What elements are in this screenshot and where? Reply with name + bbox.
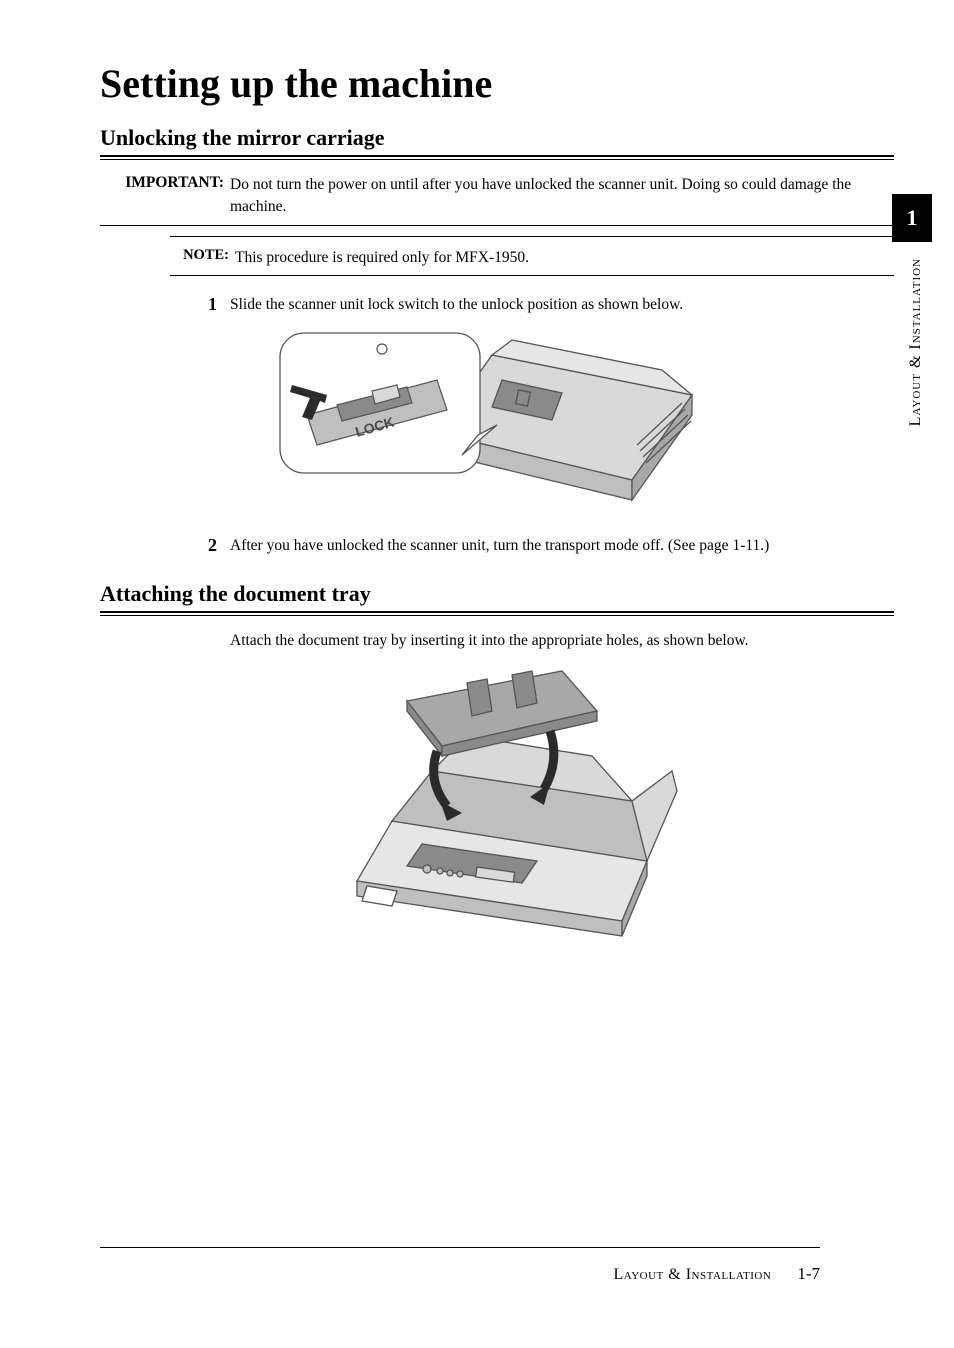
- illustration-scanner-unlock: LOCK: [100, 325, 894, 515]
- side-section-label: Layout & Installation: [907, 258, 925, 426]
- step-1-number: 1: [100, 294, 230, 316]
- section-heading-attaching: Attaching the document tray: [100, 581, 894, 607]
- important-row: IMPORTANT: Do not turn the power on unti…: [100, 174, 894, 219]
- note-text: This procedure is required only for MFX-…: [235, 247, 894, 269]
- page-root: 1 Layout & Installation Setting up the m…: [0, 0, 954, 1348]
- note-label: NOTE:: [170, 247, 235, 264]
- divider-rule: [100, 225, 894, 226]
- step-1-row: 1 Slide the scanner unit lock switch to …: [100, 294, 894, 316]
- page-title: Setting up the machine: [100, 60, 894, 107]
- step-1-text: Slide the scanner unit lock switch to th…: [230, 294, 894, 316]
- page-footer: Layout & Installation 1-7: [100, 1247, 854, 1284]
- footer-line: Layout & Installation 1-7: [100, 1264, 820, 1284]
- note-block: NOTE: This procedure is required only fo…: [170, 236, 894, 276]
- footer-section-name: Layout & Installation: [614, 1266, 772, 1283]
- section-heading-unlocking: Unlocking the mirror carriage: [100, 125, 894, 151]
- footer-rule: [100, 1247, 820, 1248]
- attaching-body-row: Attach the document tray by inserting it…: [100, 630, 894, 652]
- note-bottom-rule: [170, 275, 894, 276]
- note-top-rule: [170, 236, 894, 237]
- chapter-tab-number: 1: [907, 205, 918, 231]
- important-text: Do not turn the power on until after you…: [230, 174, 894, 219]
- attaching-body-text: Attach the document tray by inserting it…: [230, 630, 894, 652]
- step-2-number: 2: [100, 535, 230, 557]
- step-2-row: 2 After you have unlocked the scanner un…: [100, 535, 894, 557]
- heading-rule: [100, 155, 894, 160]
- step-2-text: After you have unlocked the scanner unit…: [230, 535, 894, 557]
- important-label: IMPORTANT:: [100, 174, 230, 192]
- chapter-tab: 1: [892, 194, 932, 242]
- heading-rule-2: [100, 611, 894, 616]
- illustration-document-tray: [100, 661, 894, 941]
- footer-page-number: 1-7: [797, 1264, 820, 1283]
